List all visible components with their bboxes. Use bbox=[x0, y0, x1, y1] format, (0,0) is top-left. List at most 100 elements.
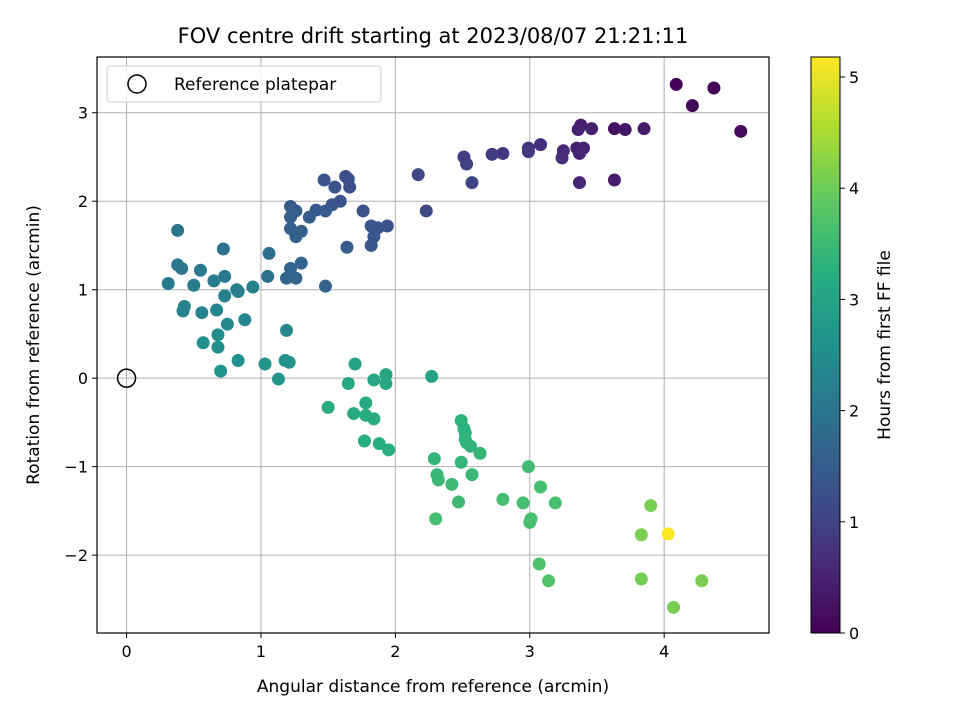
data-point-57 bbox=[171, 223, 185, 237]
data-point-50 bbox=[294, 256, 308, 270]
data-point-69 bbox=[218, 289, 232, 303]
data-point-106 bbox=[473, 446, 487, 460]
legend[interactable]: Reference platepar bbox=[106, 65, 382, 103]
data-point-122 bbox=[532, 557, 546, 571]
data-point-77 bbox=[211, 328, 225, 342]
y-tick-label: 1 bbox=[78, 281, 88, 300]
colorbar-tick-label: 0 bbox=[849, 624, 859, 643]
reference-point bbox=[116, 368, 137, 388]
data-point-72 bbox=[195, 306, 209, 320]
data-point-126 bbox=[661, 527, 675, 541]
data-point-119 bbox=[429, 512, 443, 526]
data-point-37 bbox=[380, 219, 394, 233]
data-point-3 bbox=[734, 124, 748, 138]
x-tick-label: 2 bbox=[390, 642, 400, 661]
data-point-111 bbox=[431, 473, 445, 487]
data-point-19 bbox=[485, 147, 499, 161]
y-tick-label: −1 bbox=[64, 458, 88, 477]
data-point-6 bbox=[637, 122, 651, 136]
data-point-108 bbox=[454, 455, 468, 469]
data-point-92 bbox=[359, 396, 373, 410]
data-point-52 bbox=[280, 271, 294, 285]
data-point-99 bbox=[382, 443, 396, 457]
y-axis: −2 −1 0 1 2 3 bbox=[64, 104, 97, 565]
data-point-82 bbox=[282, 355, 296, 369]
data-point-40 bbox=[318, 204, 332, 218]
data-point-14 bbox=[555, 151, 569, 165]
data-point-63 bbox=[207, 274, 221, 288]
data-point-60 bbox=[175, 261, 189, 275]
data-point-0 bbox=[669, 77, 683, 91]
legend-box bbox=[106, 65, 382, 103]
data-point-76 bbox=[280, 323, 294, 337]
data-point-4 bbox=[607, 122, 621, 136]
x-tick-label: 4 bbox=[659, 642, 669, 661]
data-point-75 bbox=[220, 317, 234, 331]
chart-title: FOV centre drift starting at 2023/08/07 … bbox=[178, 24, 689, 48]
data-point-112 bbox=[445, 477, 459, 491]
data-point-113 bbox=[452, 495, 466, 509]
data-point-114 bbox=[521, 460, 535, 474]
colorbar-tick-label: 3 bbox=[849, 290, 859, 309]
data-point-128 bbox=[695, 574, 709, 588]
data-point-12 bbox=[572, 146, 586, 160]
colorbar: 0 1 2 3 4 5 Hours from first FF file bbox=[810, 56, 895, 643]
data-point-1 bbox=[707, 81, 721, 95]
data-point-29 bbox=[343, 180, 357, 194]
data-point-96 bbox=[367, 412, 381, 426]
data-point-84 bbox=[214, 364, 228, 378]
data-point-53 bbox=[289, 271, 303, 285]
data-point-48 bbox=[289, 230, 303, 244]
data-point-61 bbox=[193, 263, 207, 277]
data-point-78 bbox=[196, 336, 210, 350]
x-tick-label: 3 bbox=[525, 642, 535, 661]
data-point-125 bbox=[634, 528, 648, 542]
data-point-23 bbox=[572, 176, 586, 190]
y-tick-label: −2 bbox=[64, 546, 88, 565]
colorbar-gradient bbox=[810, 56, 841, 634]
data-point-116 bbox=[496, 492, 510, 506]
legend-label: Reference platepar bbox=[174, 75, 336, 95]
y-tick-label: 2 bbox=[78, 192, 88, 211]
data-point-93 bbox=[321, 400, 335, 414]
data-point-118 bbox=[548, 496, 562, 510]
data-point-58 bbox=[216, 242, 230, 256]
data-point-24 bbox=[607, 173, 621, 187]
legend-marker bbox=[127, 74, 147, 94]
colorbar-tick-label: 2 bbox=[849, 402, 859, 421]
data-point-55 bbox=[262, 246, 276, 260]
data-point-64 bbox=[161, 277, 175, 291]
data-point-117 bbox=[516, 496, 530, 510]
data-point-25 bbox=[411, 168, 425, 182]
data-point-49 bbox=[340, 240, 354, 254]
data-point-110 bbox=[465, 468, 479, 482]
x-tick-label: 0 bbox=[121, 642, 131, 661]
colorbar-label: Hours from first FF file bbox=[875, 250, 895, 440]
data-point-94 bbox=[347, 407, 361, 421]
data-point-15 bbox=[534, 138, 548, 152]
y-tick-label: 0 bbox=[78, 369, 88, 388]
data-point-127 bbox=[634, 572, 648, 586]
data-point-2 bbox=[685, 99, 699, 113]
data-point-39 bbox=[364, 238, 378, 252]
data-point-129 bbox=[667, 600, 681, 614]
data-point-42 bbox=[302, 210, 316, 224]
y-axis-label: Rotation from reference (arcmin) bbox=[24, 205, 44, 485]
data-point-123 bbox=[542, 574, 556, 588]
data-point-71 bbox=[176, 304, 190, 318]
data-point-26 bbox=[419, 204, 433, 218]
colorbar-ticks: 0 1 2 3 4 5 bbox=[840, 68, 859, 643]
data-point-9 bbox=[571, 123, 585, 137]
data-point-98 bbox=[372, 437, 386, 451]
data-point-21 bbox=[460, 157, 474, 171]
data-point-91 bbox=[425, 369, 439, 383]
grid-lines bbox=[97, 57, 769, 633]
data-point-65 bbox=[187, 278, 201, 292]
data-point-90 bbox=[341, 376, 355, 390]
data-point-89 bbox=[379, 376, 393, 390]
data-point-86 bbox=[348, 357, 362, 371]
data-point-85 bbox=[271, 372, 285, 386]
data-point-18 bbox=[496, 146, 510, 160]
data-point-107 bbox=[427, 452, 441, 466]
